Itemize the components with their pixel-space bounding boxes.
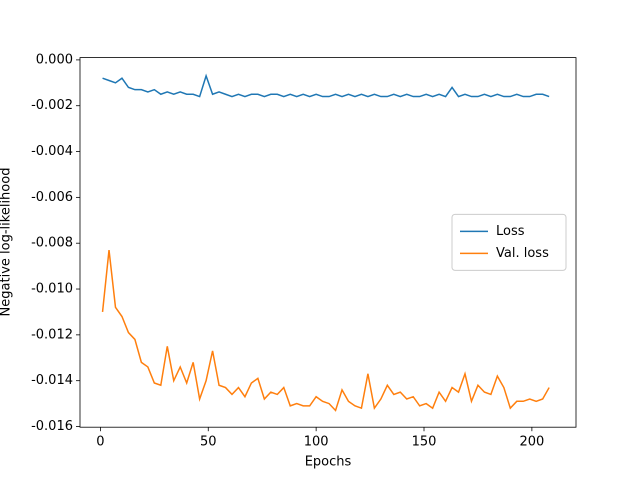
legend-label: Loss — [496, 224, 525, 239]
legend-label: Val. loss — [496, 246, 549, 261]
x-tick-label: 100 — [304, 435, 329, 450]
x-tick-label: 50 — [200, 435, 217, 450]
y-tick-label: -0.002 — [31, 98, 73, 113]
y-tick-label: -0.006 — [31, 190, 73, 205]
x-tick-label: 200 — [519, 435, 544, 450]
x-tick-label: 150 — [412, 435, 437, 450]
legend: Loss Val. loss — [451, 213, 567, 271]
plot-frame — [79, 57, 577, 428]
y-tick-label: 0.000 — [36, 52, 73, 67]
y-tick-label: -0.008 — [31, 236, 73, 251]
y-axis-label: Negative log-likelihood — [0, 168, 14, 317]
series-line — [101, 249, 550, 412]
y-tick-label: -0.016 — [31, 419, 73, 434]
legend-box — [451, 213, 567, 271]
x-tick-label: 0 — [96, 435, 104, 450]
y-tick-label: -0.010 — [31, 282, 73, 297]
y-tick-label: -0.014 — [31, 373, 73, 388]
x-axis-label: Epochs — [305, 455, 352, 470]
y-tick-label: -0.012 — [31, 327, 73, 342]
series-line — [102, 73, 550, 98]
y-tick-label: -0.004 — [31, 144, 73, 159]
